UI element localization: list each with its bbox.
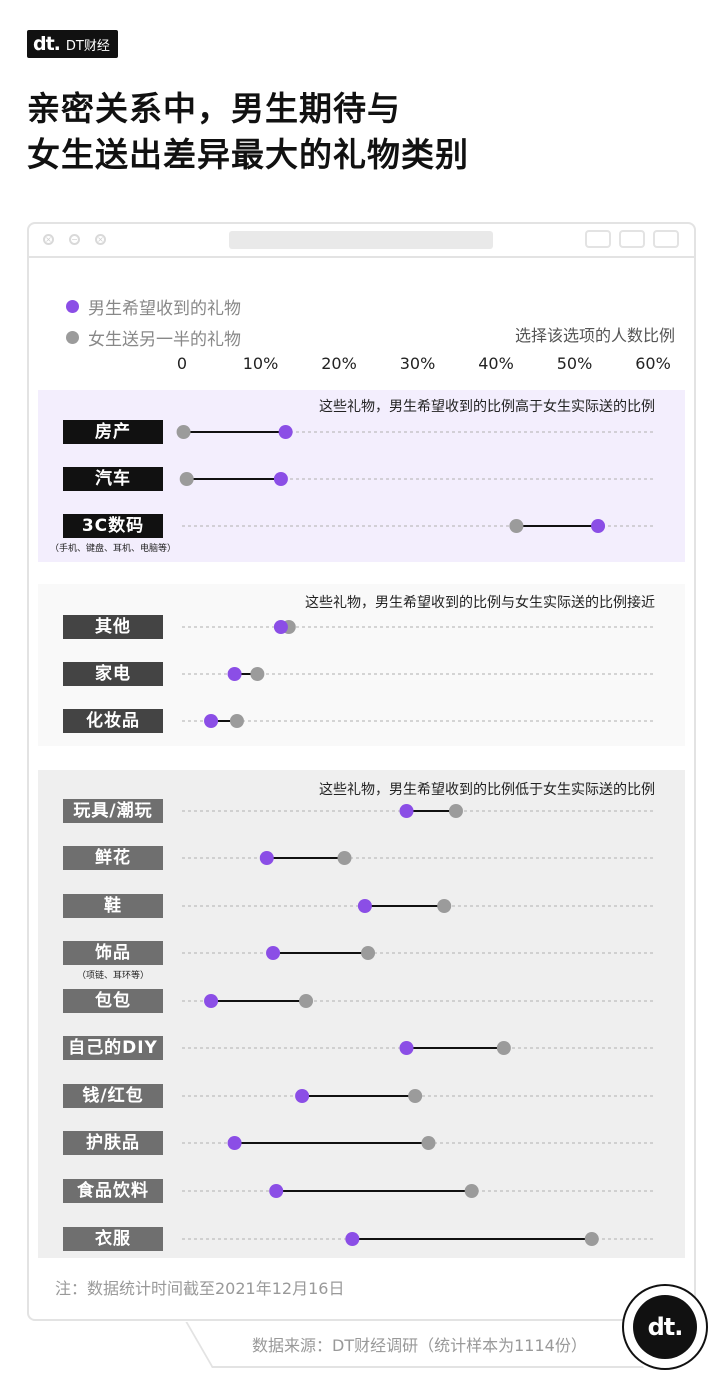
legend-male: 男生希望收到的礼物 [66,294,241,319]
male-point [227,667,242,681]
close-icon: × [43,234,54,245]
category-label: 汽车 [63,467,163,491]
female-point [509,519,524,533]
male-point [345,1232,360,1246]
page-title: 亲密关系中，男生期待与 女生送出差异最大的礼物类别 [27,86,469,178]
maximize-icon: × [95,234,106,245]
male-point [273,472,288,486]
browser-topbar: × − × [29,224,694,258]
male-point [399,1041,414,1055]
male-point [278,425,293,439]
female-point [448,804,463,818]
category-label: 衣服 [63,1227,163,1251]
female-point [361,946,376,960]
female-point [179,472,194,486]
category-label: 鲜花 [63,846,163,870]
female-point [250,667,265,681]
male-point [204,714,219,728]
category-label: 食品饮料 [63,1179,163,1203]
legend-male-dot [66,300,79,313]
x-tick-label: 20% [321,354,357,373]
male-point [204,994,219,1008]
category-label: 自己的DIY [63,1036,163,1060]
legend-female-label: 女生送另一半的礼物 [88,330,241,350]
dt-badge-mark: dt. [633,1295,697,1359]
title-line-2: 女生送出差异最大的礼物类别 [27,135,469,174]
female-point [421,1136,436,1150]
male-point [269,1184,284,1198]
axis-unit-label: 选择该选项的人数比例 [514,326,675,345]
female-point [496,1041,511,1055]
category-label: 3C数码 [63,514,163,538]
female-point [408,1089,423,1103]
category-label: 包包 [63,989,163,1013]
record-icon [585,230,611,248]
category-label: 化妆品 [63,709,163,733]
category-label: 鞋 [63,894,163,918]
category-sublabel: （项链、耳环等） [76,971,150,981]
share-icon [619,230,645,248]
x-tick-label: 50% [556,354,593,373]
category-label: 家电 [63,662,163,686]
category-label: 钱/红包 [63,1084,163,1108]
category-sublabel: （手机、键盘、耳机、电脑等） [49,544,177,554]
x-tick-label: 10% [242,354,279,373]
male-point [273,620,288,634]
x-tick-label: 0 [176,354,188,373]
x-tick-label: 30% [399,354,436,373]
window-icon [653,230,679,248]
address-bar [229,231,493,249]
x-tick-label: 40% [478,354,514,373]
male-point [266,946,281,960]
male-point [399,804,414,818]
female-point [229,714,244,728]
female-point [176,425,191,439]
female-point [584,1232,599,1246]
footnote: 注：数据统计时间截至2021年12月16日 [55,1279,345,1298]
minimize-icon: − [69,234,80,245]
group-caption: 这些礼物，男生希望收到的比例高于女生实际送的比例 [319,399,655,415]
brand-mark: dt. [33,33,61,55]
male-point [357,899,372,913]
category-label: 房产 [63,420,163,444]
dt-badge: dt. [622,1284,708,1370]
group-caption: 这些礼物，男生希望收到的比例与女生实际送的比例接近 [305,595,655,611]
group-caption: 这些礼物，男生希望收到的比例低于女生实际送的比例 [319,782,655,798]
female-point [337,851,352,865]
title-line-1: 亲密关系中，男生期待与 [27,89,401,128]
female-point [464,1184,479,1198]
category-label: 其他 [63,615,163,639]
male-point [259,851,274,865]
legend-female: 女生送另一半的礼物 [66,325,241,350]
male-point [295,1089,310,1103]
category-label: 护肤品 [63,1131,163,1155]
category-label: 饰品 [63,941,163,965]
legend-male-label: 男生希望收到的礼物 [88,299,241,319]
female-point [299,994,314,1008]
female-point [437,899,452,913]
brand-name: DT财经 [65,38,110,54]
male-point [227,1136,242,1150]
legend-female-dot [66,331,79,344]
source-text: 数据来源：DT财经调研（统计样本为1114份） [252,1336,587,1355]
brand-logo: dt. DT财经 [27,30,118,58]
x-tick-label: 60% [635,354,671,373]
category-label: 玩具/潮玩 [63,799,163,823]
male-point [591,519,606,533]
